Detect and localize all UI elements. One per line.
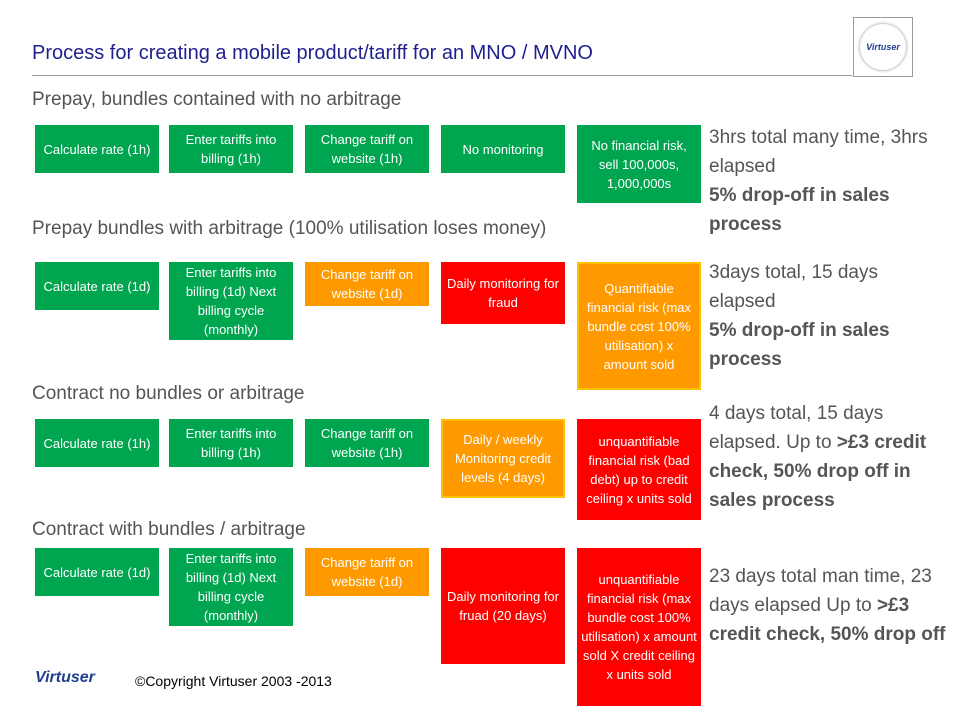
step-text: Daily monitoring for fruad (20 days) [447, 589, 559, 623]
step-change-tariff: Change tariff on website (1d) [305, 262, 429, 306]
step-text: Calculate rate (1h) [43, 141, 151, 157]
step-financial-risk: unquantifiable financial risk (bad debt)… [577, 419, 701, 520]
step-text: No monitoring [462, 141, 544, 157]
step-text: Enter tariffs into billing (1h) [185, 132, 277, 166]
step-enter-tariffs: Enter tariffs into billing (1h) [169, 419, 293, 467]
step-monitoring: No monitoring [441, 125, 565, 173]
step-financial-risk: Quantifiable financial risk (max bundle … [577, 262, 701, 390]
title-divider [32, 75, 852, 76]
step-text: Calculate rate (1d) [43, 564, 151, 580]
note-plain: 23 days total man time, 23 days elapsed … [709, 566, 932, 616]
step-enter-tariffs: Enter tariffs into billing (1d) Next bil… [169, 262, 293, 340]
note-plain: 3days total, 15 days elapsed [709, 262, 878, 312]
row-note: 4 days total, 15 days elapsed. Up to >£3… [709, 399, 949, 515]
step-text: Enter tariffs into billing (1h) [185, 426, 277, 460]
step-text: Change tariff on website (1h) [320, 426, 414, 460]
step-text: Calculate rate (1d) [43, 278, 151, 294]
footer-logo: Virtuser [35, 669, 95, 686]
row-label-contract-bundles: Contract with bundles / arbitrage [32, 519, 306, 540]
step-calculate-rate: Calculate rate (1d) [35, 548, 159, 596]
step-calculate-rate: Calculate rate (1h) [35, 125, 159, 173]
step-monitoring: Daily monitoring for fraud [441, 262, 565, 324]
step-text: unquantifiable financial risk (bad debt)… [586, 433, 692, 506]
row-label-contract-no-bundles: Contract no bundles or arbitrage [32, 383, 305, 404]
step-text: Change tariff on website (1d) [320, 555, 414, 589]
step-monitoring: Daily monitoring for fruad (20 days) [441, 548, 565, 664]
step-enter-tariffs: Enter tariffs into billing (1h) [169, 125, 293, 173]
step-text: unquantifiable financial risk (max bundl… [581, 572, 697, 682]
note-plain: 4 days total, 15 days elapsed. Up to [709, 403, 884, 453]
step-text: Change tariff on website (1d) [320, 267, 414, 301]
row-label-prepay-arbitrage: Prepay bundles with arbitrage (100% util… [32, 218, 547, 239]
logo-box: Virtuser [853, 17, 913, 77]
note-bold: 5% drop-off in sales process [709, 185, 890, 235]
step-calculate-rate: Calculate rate (1h) [35, 419, 159, 467]
note-bold: >£3 credit check, 50% drop off in sales … [709, 432, 927, 511]
step-change-tariff: Change tariff on website (1h) [305, 125, 429, 173]
step-calculate-rate: Calculate rate (1d) [35, 262, 159, 310]
step-enter-tariffs: Enter tariffs into billing (1d) Next bil… [169, 548, 293, 626]
step-change-tariff: Change tariff on website (1d) [305, 548, 429, 596]
step-text: Calculate rate (1h) [43, 435, 151, 451]
row-note: 3days total, 15 days elapsed 5% drop-off… [709, 258, 949, 374]
copyright-text: ©Copyright Virtuser 2003 -2013 [135, 673, 332, 689]
row-note: 3hrs total many time, 3hrs elapsed 5% dr… [709, 123, 949, 239]
row-label-prepay-no-arbitrage: Prepay, bundles contained with no arbitr… [32, 89, 402, 110]
step-text: Quantifiable financial risk (max bundle … [586, 280, 692, 372]
note-bold: >£3 credit check, 50% drop off [709, 595, 946, 645]
row-note: 23 days total man time, 23 days elapsed … [709, 562, 949, 649]
page-title: Process for creating a mobile product/ta… [32, 42, 593, 64]
step-change-tariff: Change tariff on website (1h) [305, 419, 429, 467]
step-text: Change tariff on website (1h) [320, 132, 414, 166]
step-text: Daily monitoring for fraud [447, 276, 559, 310]
step-text: Enter tariffs into billing (1d) Next bil… [185, 551, 277, 623]
logo-text: Virtuser [866, 42, 900, 52]
note-plain: 3hrs total many time, 3hrs elapsed [709, 127, 928, 177]
step-financial-risk: No financial risk, sell 100,000s, 1,000,… [577, 125, 701, 203]
virtuser-logo: Virtuser [860, 24, 906, 70]
step-text: No financial risk, sell 100,000s, 1,000,… [591, 137, 687, 191]
step-text: Enter tariffs into billing (1d) Next bil… [185, 265, 277, 337]
step-monitoring: Daily / weekly Monitoring credit levels … [441, 419, 565, 498]
step-financial-risk: unquantifiable financial risk (max bundl… [577, 548, 701, 706]
step-text: Daily / weekly Monitoring credit levels … [454, 432, 552, 485]
note-bold: 5% drop-off in sales process [709, 320, 890, 370]
